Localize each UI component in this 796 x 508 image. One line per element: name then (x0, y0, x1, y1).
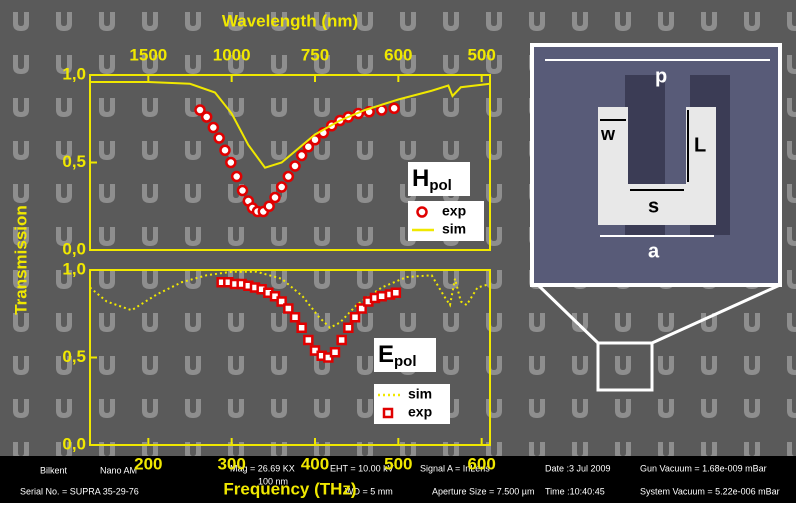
data-point (213, 132, 225, 144)
dimension-lines (545, 59, 770, 237)
zoom-box (596, 341, 654, 392)
footer-text: WD = 5 mm (345, 486, 393, 496)
data-point (230, 170, 243, 183)
inset-label: s (648, 195, 659, 217)
footer: Bilkent Nano AM Mag = 26.69 KX EHT = 10.… (0, 456, 796, 503)
data-point (275, 181, 288, 193)
data-point (356, 303, 367, 314)
data-point (283, 303, 294, 314)
legend-title-main: E (378, 341, 394, 368)
data-point (219, 144, 231, 156)
footer-text: Time :10:40:45 (545, 486, 605, 496)
x-tick-label: 400 (301, 454, 329, 473)
data-point (200, 111, 213, 123)
legend-marker (416, 206, 428, 218)
legend-title-sub: pol (394, 353, 417, 370)
footer-text: Date :3 Jul 2009 (545, 463, 611, 473)
y-tick-label: 1,0 (62, 259, 86, 278)
data-point (329, 347, 341, 358)
x-axis-title: Frequency (THz) (223, 479, 356, 498)
legend-title: Hpol (412, 165, 452, 194)
legend-label: exp (408, 404, 432, 420)
x-tick-label: 500 (384, 454, 412, 473)
x2-tick-label: 500 (467, 45, 495, 64)
data-point (349, 312, 361, 323)
data-point (375, 104, 388, 116)
data-point (269, 191, 281, 204)
x-tick-label: 300 (217, 454, 245, 473)
footer-text: System Vacuum = 5.22e-006 mBar (640, 486, 780, 496)
legend-title-box (374, 338, 436, 372)
footer-text: Bilkent (40, 465, 68, 475)
y-tick-label: 0,0 (62, 239, 86, 258)
footer-text: Aperture Size = 7.500 µm (432, 486, 535, 496)
inset-label: L (694, 134, 706, 156)
footer-text: Gun Vacuum = 1.68e-009 mBar (640, 463, 767, 473)
x2-tick-label: 750 (301, 45, 329, 64)
legend-marker (382, 407, 394, 419)
data-point (289, 160, 301, 172)
y-tick-label: 1,0 (62, 64, 86, 83)
plot: 0,0 0,5 1,0 1500 1000 750 600 500 Wavelength (nm… (11, 11, 495, 314)
legend-title-box (408, 162, 470, 196)
data-point (194, 104, 206, 116)
legend-label: sim (442, 221, 466, 237)
x2-tick-label: 600 (384, 45, 412, 64)
legend-title-main: H (412, 165, 429, 192)
data-point (388, 102, 400, 114)
footer-text: Signal A = InLens (420, 463, 490, 473)
data-point (289, 312, 301, 323)
data-point (276, 296, 287, 307)
data-point (282, 170, 295, 183)
footer-text: Mag = 26.69 KX (230, 463, 295, 473)
data-point (236, 184, 249, 197)
data-point (343, 322, 354, 333)
inset-label: p (655, 65, 667, 87)
y-axis-title: Transmission (11, 205, 30, 315)
x-tick-label: 600 (467, 454, 495, 473)
data-point (336, 334, 347, 346)
inset-label: a (648, 240, 660, 262)
footer-text: 100 nm (258, 476, 288, 486)
u-structure (598, 107, 716, 225)
data-point (207, 121, 220, 134)
data-point (263, 200, 275, 212)
y-tick-label: 0,5 (62, 152, 86, 171)
data-point (376, 291, 387, 302)
data-point (390, 287, 402, 298)
data-line (89, 270, 491, 329)
legend-label: exp (442, 203, 466, 219)
data-line (90, 81, 491, 169)
inset-label: w (600, 124, 616, 144)
inset: p w L s a (530, 43, 782, 392)
plot: 0,0 0,5 1,0 Epol sim exp (62, 259, 491, 453)
data-point (296, 322, 307, 333)
y-tick-label: 0,0 (62, 434, 86, 453)
y-tick-label: 0,5 (62, 347, 86, 366)
data-point (302, 141, 315, 153)
footer-text: Serial No. = SUPRA 35-29-76 (20, 486, 139, 496)
x-tick-label: 200 (134, 454, 162, 473)
x2-tick-label: 1000 (213, 45, 251, 64)
data-point (295, 149, 308, 162)
data-point (225, 156, 237, 169)
x2-tick-label: 1500 (129, 45, 167, 64)
legend-label: sim (408, 386, 432, 402)
footer-band (0, 456, 796, 503)
footer-text: Nano AM (100, 465, 137, 475)
footer-text: EHT = 10.00 kV (330, 463, 394, 473)
legend-title: Epol (378, 341, 417, 370)
x2-axis-title: Wavelength (nm) (222, 11, 358, 30)
data-point (303, 334, 314, 346)
legend-title-sub: pol (429, 177, 452, 194)
